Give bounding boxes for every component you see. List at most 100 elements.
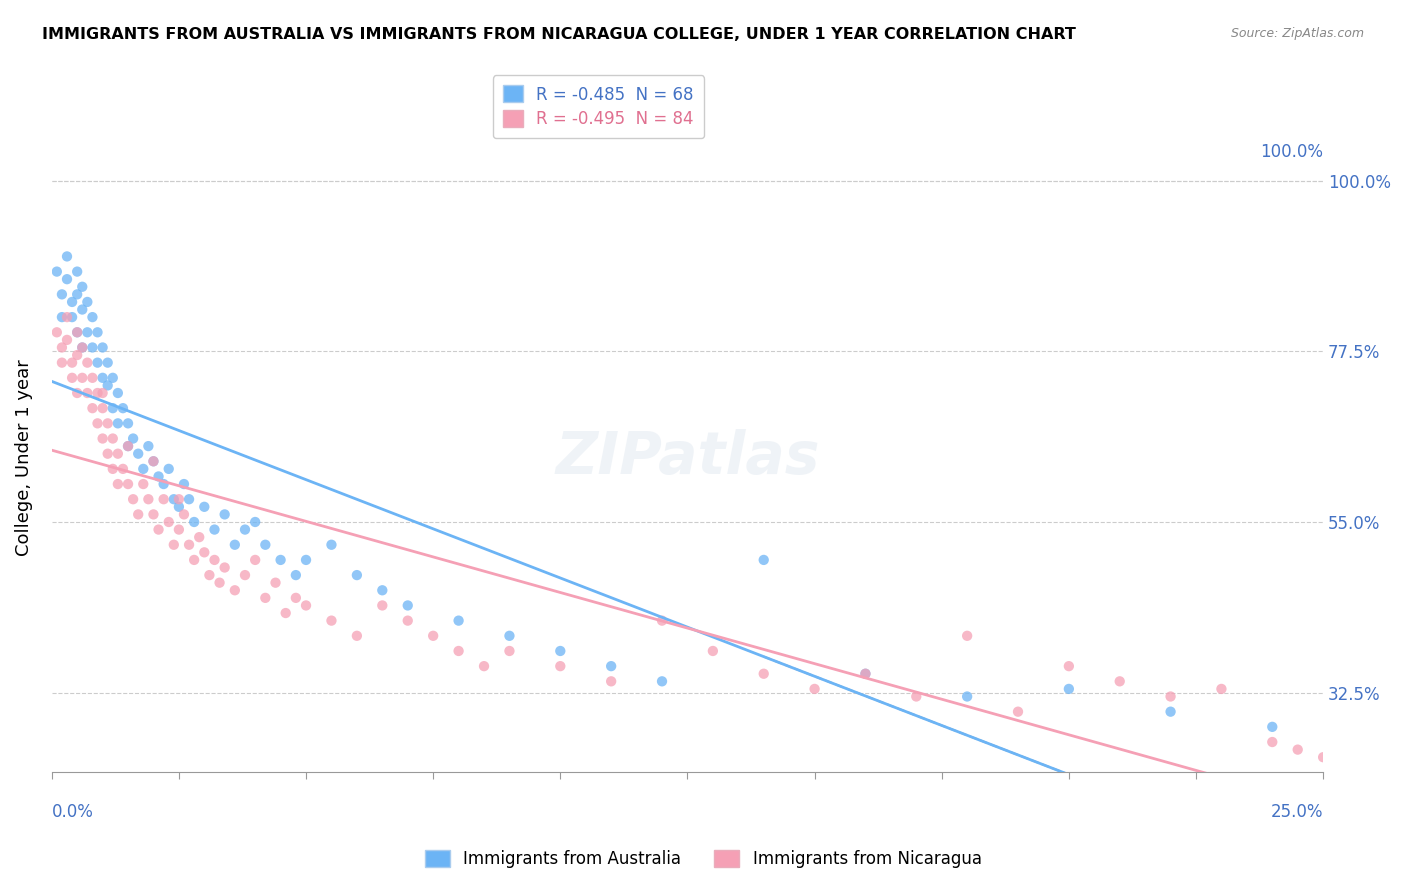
Text: ZIPatlas: ZIPatlas bbox=[555, 429, 820, 486]
Point bbox=[956, 690, 979, 704]
Point bbox=[1261, 720, 1284, 734]
Point bbox=[86, 356, 108, 370]
Point bbox=[803, 681, 825, 696]
Point bbox=[117, 439, 139, 453]
Point bbox=[1057, 681, 1080, 696]
Point bbox=[138, 492, 160, 507]
Point bbox=[167, 500, 190, 514]
Point bbox=[91, 341, 114, 355]
Point bbox=[243, 515, 266, 529]
Point bbox=[72, 341, 94, 355]
Point bbox=[66, 326, 89, 340]
Point bbox=[72, 341, 94, 355]
Point bbox=[97, 447, 120, 461]
Text: 100.0%: 100.0% bbox=[1260, 143, 1323, 161]
Point bbox=[56, 249, 79, 263]
Text: 0.0%: 0.0% bbox=[52, 803, 94, 821]
Point bbox=[152, 477, 174, 491]
Point bbox=[101, 462, 124, 476]
Point bbox=[163, 492, 186, 507]
Legend: R = -0.485  N = 68, R = -0.495  N = 84: R = -0.485 N = 68, R = -0.495 N = 84 bbox=[494, 75, 704, 138]
Point bbox=[91, 432, 114, 446]
Y-axis label: College, Under 1 year: College, Under 1 year bbox=[15, 359, 32, 556]
Point bbox=[396, 614, 419, 628]
Point bbox=[45, 264, 67, 278]
Point bbox=[66, 348, 89, 362]
Point bbox=[122, 492, 145, 507]
Point bbox=[157, 515, 180, 529]
Point bbox=[498, 629, 520, 643]
Point bbox=[163, 538, 186, 552]
Point bbox=[177, 492, 200, 507]
Point bbox=[86, 417, 108, 431]
Point bbox=[1312, 750, 1334, 764]
Point bbox=[346, 629, 368, 643]
Point bbox=[1261, 735, 1284, 749]
Point bbox=[651, 614, 673, 628]
Point bbox=[1160, 705, 1182, 719]
Point bbox=[295, 553, 318, 567]
Point bbox=[447, 644, 470, 658]
Point bbox=[91, 401, 114, 416]
Point bbox=[183, 515, 205, 529]
Point bbox=[107, 386, 129, 401]
Point bbox=[60, 371, 83, 385]
Point bbox=[56, 310, 79, 325]
Point bbox=[472, 659, 495, 673]
Point bbox=[1160, 690, 1182, 704]
Point bbox=[51, 310, 73, 325]
Point bbox=[60, 295, 83, 310]
Point bbox=[107, 477, 129, 491]
Point bbox=[66, 326, 89, 340]
Point bbox=[132, 477, 155, 491]
Point bbox=[51, 287, 73, 301]
Point bbox=[51, 341, 73, 355]
Point bbox=[264, 575, 287, 590]
Point bbox=[193, 500, 215, 514]
Point bbox=[396, 599, 419, 613]
Point bbox=[138, 439, 160, 453]
Point bbox=[346, 568, 368, 582]
Point bbox=[167, 492, 190, 507]
Point bbox=[167, 523, 190, 537]
Point bbox=[56, 333, 79, 347]
Point bbox=[132, 462, 155, 476]
Point bbox=[157, 462, 180, 476]
Point bbox=[274, 606, 297, 620]
Point bbox=[60, 310, 83, 325]
Point bbox=[752, 666, 775, 681]
Point bbox=[127, 447, 149, 461]
Point bbox=[550, 659, 572, 673]
Point bbox=[233, 523, 256, 537]
Point bbox=[905, 690, 928, 704]
Point bbox=[651, 674, 673, 689]
Point bbox=[183, 553, 205, 567]
Text: 25.0%: 25.0% bbox=[1271, 803, 1323, 821]
Point bbox=[107, 417, 129, 431]
Point bbox=[66, 264, 89, 278]
Point bbox=[72, 371, 94, 385]
Point bbox=[97, 378, 120, 392]
Point bbox=[550, 644, 572, 658]
Point bbox=[97, 356, 120, 370]
Point bbox=[82, 341, 104, 355]
Point bbox=[224, 583, 246, 598]
Point bbox=[82, 401, 104, 416]
Text: Source: ZipAtlas.com: Source: ZipAtlas.com bbox=[1230, 27, 1364, 40]
Point bbox=[148, 523, 170, 537]
Point bbox=[142, 454, 165, 468]
Point bbox=[447, 614, 470, 628]
Point bbox=[295, 599, 318, 613]
Point bbox=[142, 508, 165, 522]
Point bbox=[101, 401, 124, 416]
Point bbox=[101, 371, 124, 385]
Point bbox=[956, 629, 979, 643]
Point bbox=[117, 439, 139, 453]
Point bbox=[243, 553, 266, 567]
Point bbox=[204, 523, 226, 537]
Point bbox=[254, 591, 277, 605]
Point bbox=[284, 568, 307, 582]
Point bbox=[101, 432, 124, 446]
Point bbox=[1211, 681, 1233, 696]
Point bbox=[214, 508, 236, 522]
